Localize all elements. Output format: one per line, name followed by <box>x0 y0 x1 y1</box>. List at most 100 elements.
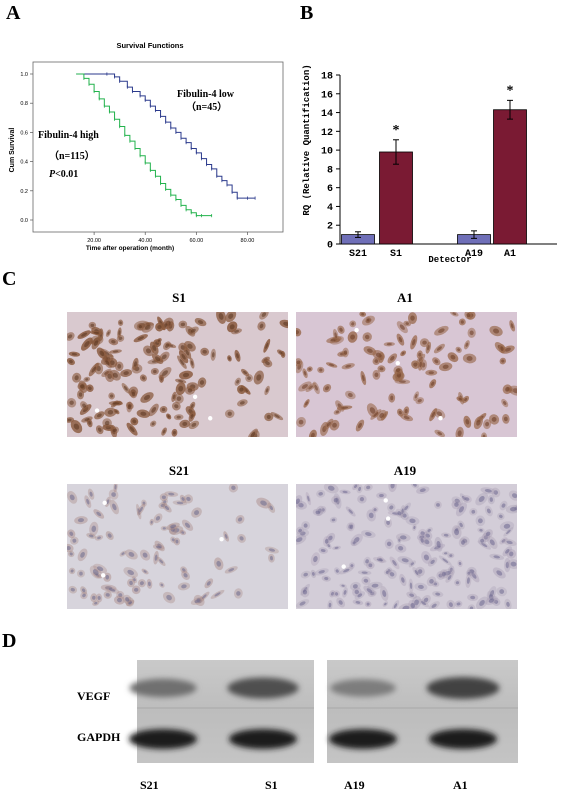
cell-nucleus <box>151 422 155 426</box>
cell-nucleus <box>250 431 256 437</box>
cell-nucleus <box>417 569 423 574</box>
cell-nucleus <box>180 322 186 327</box>
cell-nucleus <box>454 498 460 503</box>
micrograph-label-s1: S1 <box>172 290 186 305</box>
cell-nucleus <box>398 538 401 542</box>
cell-nucleus <box>89 534 94 538</box>
survival-line-low <box>76 73 256 199</box>
cell-nucleus <box>410 602 416 609</box>
micrograph-label-a1: A1 <box>397 290 413 305</box>
cell-nucleus <box>401 351 405 355</box>
cell-nucleus <box>501 359 505 363</box>
cell-nucleus <box>505 561 510 569</box>
cell-nucleus <box>112 372 118 378</box>
cell-nucleus <box>506 601 510 607</box>
bar-category-label: S1 <box>390 249 402 260</box>
light-spot <box>341 564 346 569</box>
light-spot <box>354 327 359 333</box>
cell-nucleus <box>153 369 157 374</box>
p-italic: P <box>49 169 56 180</box>
cell-nucleus <box>296 360 301 365</box>
cell-nucleus <box>461 540 465 545</box>
cell-nucleus <box>358 486 362 492</box>
cell-nucleus <box>97 536 101 540</box>
cell-nucleus <box>128 601 133 605</box>
cell-nucleus <box>243 370 247 375</box>
light-spot <box>94 408 100 413</box>
cell-nucleus <box>335 410 340 414</box>
cell-nucleus <box>129 580 133 586</box>
cell-nucleus <box>190 360 194 366</box>
cell-nucleus <box>335 569 339 573</box>
cell-nucleus <box>182 421 188 426</box>
bar-category-label: S21 <box>349 249 367 260</box>
cell-nucleus <box>74 375 79 381</box>
cell-nucleus <box>392 512 400 515</box>
cell-nucleus <box>447 575 452 580</box>
cell-nucleus <box>389 505 394 510</box>
cell-nucleus <box>410 562 414 566</box>
cell-nucleus <box>91 366 97 373</box>
cell-nucleus <box>359 497 365 502</box>
cell-nucleus <box>389 572 395 577</box>
cell-nucleus <box>470 595 476 600</box>
cell-nucleus <box>303 371 307 376</box>
cell-nucleus <box>128 552 135 557</box>
cell-nucleus <box>417 399 422 403</box>
cell-nucleus <box>399 324 405 330</box>
cell-nucleus <box>437 431 443 436</box>
cell-nucleus <box>464 497 470 501</box>
cell-nucleus <box>216 560 222 567</box>
cell-nucleus <box>234 329 240 333</box>
cell-nucleus <box>510 561 517 567</box>
cell-nucleus <box>460 320 464 324</box>
cell-nucleus <box>123 371 129 376</box>
cell-nucleus <box>425 533 431 538</box>
cell-nucleus <box>504 347 511 352</box>
cell-nucleus <box>434 359 439 364</box>
cell-nucleus <box>444 552 448 555</box>
cell-nucleus <box>228 357 231 360</box>
cell-nucleus <box>469 569 475 574</box>
cell-nucleus <box>97 427 102 432</box>
cell-nucleus <box>269 505 274 511</box>
cell-nucleus <box>404 505 409 511</box>
cell-nucleus <box>320 549 326 553</box>
survival-xtick-label: 20.00 <box>87 238 101 244</box>
cell-nucleus <box>367 348 373 353</box>
cell-nucleus <box>155 356 161 362</box>
cell-nucleus <box>99 350 105 357</box>
cell-nucleus <box>298 419 304 425</box>
cell-nucleus <box>97 595 101 600</box>
cell-nucleus <box>485 421 490 427</box>
cell-nucleus <box>308 385 314 390</box>
cell-nucleus <box>493 555 501 559</box>
cell-nucleus <box>420 531 425 536</box>
cell-nucleus <box>501 503 506 508</box>
cell-nucleus <box>197 320 204 325</box>
cell-nucleus <box>179 359 185 366</box>
cell-nucleus <box>236 591 241 596</box>
cell-nucleus <box>117 363 122 369</box>
cell-nucleus <box>410 315 415 321</box>
cell-nucleus <box>239 536 244 541</box>
cell-nucleus <box>138 325 142 329</box>
cell-nucleus <box>137 336 145 341</box>
bar-ytick-label: 18 <box>321 72 333 83</box>
cell-nucleus <box>395 368 401 373</box>
cell-nucleus <box>82 588 86 593</box>
cell-nucleus <box>350 564 354 568</box>
cell-nucleus <box>194 599 201 603</box>
cell-nucleus <box>266 414 271 420</box>
cell-nucleus <box>505 548 510 554</box>
cell-nucleus <box>301 384 308 389</box>
cell-nucleus <box>97 566 104 572</box>
cell-nucleus <box>110 394 114 398</box>
cell-nucleus <box>78 392 83 397</box>
cell-nucleus <box>330 591 334 596</box>
light-spot <box>100 573 106 578</box>
cell-nucleus <box>161 354 167 360</box>
panel-letter-d: D <box>2 630 17 652</box>
cell-nucleus <box>175 539 179 544</box>
cell-nucleus <box>385 571 389 574</box>
